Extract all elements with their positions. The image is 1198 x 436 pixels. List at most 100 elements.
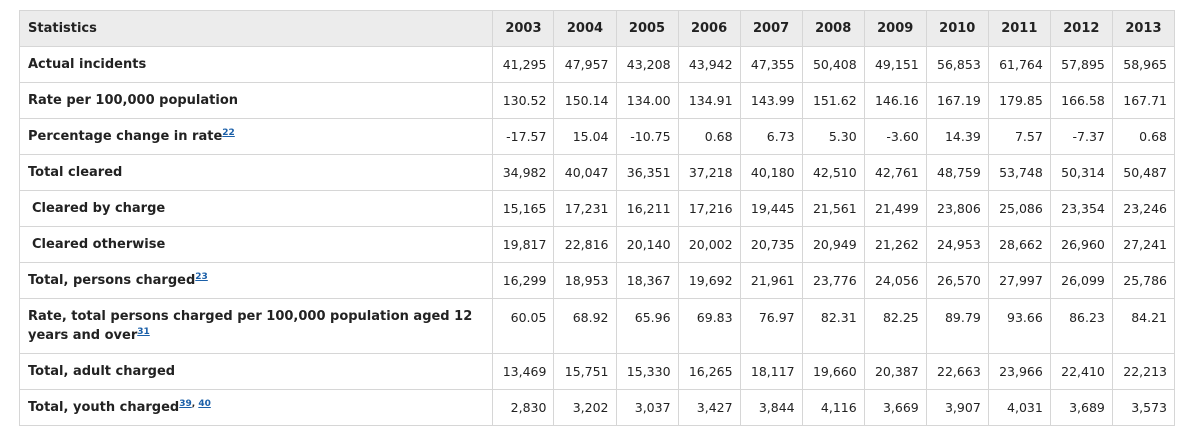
- table-cell: 57,895: [1049, 46, 1113, 83]
- column-header-year: 2012: [1049, 10, 1113, 47]
- row-label: Actual incidents: [18, 46, 494, 83]
- table-cell: 22,663: [925, 353, 989, 390]
- row-label-text: Rate, total persons charged per 100,000 …: [28, 309, 473, 343]
- header-row: Statistics 2003 2004 2005 2006 2007 2008…: [18, 10, 1176, 47]
- footnote-link[interactable]: 40: [198, 399, 211, 409]
- table-cell: 23,806: [925, 190, 989, 227]
- column-header-year: 2003: [492, 10, 555, 47]
- table-cell: -3.60: [863, 118, 927, 155]
- footnote-link[interactable]: 23: [195, 272, 208, 282]
- table-cell: 22,213: [1111, 353, 1176, 390]
- table-cell: 16,265: [677, 353, 741, 390]
- table-row: Cleared by charge 15,165 17,231 16,211 17,21…: [18, 190, 1176, 227]
- table-cell: 65.96: [615, 298, 679, 354]
- table-cell: 3,573: [1111, 389, 1176, 426]
- column-header-year: 2006: [677, 10, 741, 47]
- table-cell: 13,469: [492, 353, 555, 390]
- table-row: Total, persons charged23 16,299 18,953 18,3…: [18, 262, 1176, 299]
- table-cell: 22,410: [1049, 353, 1113, 390]
- table-row: Rate per 100,000 population 130.52 150.14 1…: [18, 82, 1176, 119]
- row-label: Rate per 100,000 population: [18, 82, 494, 119]
- table-cell: 19,692: [677, 262, 741, 299]
- statistics-table: Statistics 2003 2004 2005 2006 2007 2008…: [18, 10, 1176, 426]
- footnote-refs: 39, 40: [179, 399, 211, 409]
- row-label-text: Total, youth charged: [28, 400, 180, 415]
- table-body: Actual incidents 41,295 47,957 43,208 43,942…: [18, 46, 1176, 426]
- row-label-text: Cleared otherwise: [32, 237, 166, 252]
- table-cell: 18,367: [615, 262, 679, 299]
- table-cell: -7.37: [1049, 118, 1113, 155]
- row-label-text: Total cleared: [28, 165, 123, 180]
- table-cell: -10.75: [615, 118, 679, 155]
- table-cell: 23,246: [1111, 190, 1176, 227]
- table-cell: 19,660: [801, 353, 865, 390]
- table-cell: 23,966: [987, 353, 1051, 390]
- table-cell: 5.30: [801, 118, 865, 155]
- column-header-year: 2010: [925, 10, 989, 47]
- table-cell: 3,907: [925, 389, 989, 426]
- table-cell: 28,662: [987, 226, 1051, 263]
- column-header-year: 2005: [615, 10, 679, 47]
- footnote-link[interactable]: 39: [179, 399, 192, 409]
- row-label: Percentage change in rate22: [18, 118, 494, 155]
- table-cell: 2,830: [492, 389, 555, 426]
- table-row: Total, adult charged 13,469 15,751 15,330 16…: [18, 353, 1176, 390]
- table-cell: 47,355: [739, 46, 803, 83]
- table-cell: 40,047: [553, 154, 617, 191]
- table-cell: 3,844: [739, 389, 803, 426]
- table-cell: 3,689: [1049, 389, 1113, 426]
- row-label: Cleared by charge: [18, 190, 494, 227]
- table-cell: 134.91: [677, 82, 741, 119]
- row-label: Total, youth charged39, 40: [18, 389, 494, 426]
- column-header-year: 2007: [739, 10, 803, 47]
- table-cell: 26,570: [925, 262, 989, 299]
- row-label-text: Total, adult charged: [28, 364, 176, 379]
- table-cell: 89.79: [925, 298, 989, 354]
- table-cell: 36,351: [615, 154, 679, 191]
- footnote-refs: 31: [137, 327, 150, 337]
- column-header-year: 2011: [987, 10, 1051, 47]
- footnote-link[interactable]: 31: [137, 327, 150, 337]
- table-cell: 43,942: [677, 46, 741, 83]
- table-cell: 20,387: [863, 353, 927, 390]
- column-header-year: 2009: [863, 10, 927, 47]
- footnote-link[interactable]: 22: [222, 128, 235, 138]
- table-cell: 20,002: [677, 226, 741, 263]
- statistics-table-container: Statistics 2003 2004 2005 2006 2007 2008…: [18, 10, 1176, 426]
- table-cell: 134.00: [615, 82, 679, 119]
- table-cell: 3,037: [615, 389, 679, 426]
- table-cell: 22,816: [553, 226, 617, 263]
- table-cell: 60.05: [492, 298, 555, 354]
- table-cell: 20,949: [801, 226, 865, 263]
- table-cell: 20,735: [739, 226, 803, 263]
- row-label-text: Cleared by charge: [32, 201, 166, 216]
- table-cell: 82.31: [801, 298, 865, 354]
- table-cell: 166.58: [1049, 82, 1113, 119]
- table-cell: 24,056: [863, 262, 927, 299]
- table-cell: 82.25: [863, 298, 927, 354]
- table-cell: 179.85: [987, 82, 1051, 119]
- table-cell: 25,086: [987, 190, 1051, 227]
- column-header-statistics: Statistics: [18, 10, 494, 47]
- table-cell: 24,953: [925, 226, 989, 263]
- table-cell: 21,262: [863, 226, 927, 263]
- column-header-year: 2004: [553, 10, 617, 47]
- table-cell: 3,202: [553, 389, 617, 426]
- row-label: Cleared otherwise: [18, 226, 494, 263]
- table-cell: 143.99: [739, 82, 803, 119]
- footnote-refs: 22: [222, 128, 235, 138]
- table-cell: 23,354: [1049, 190, 1113, 227]
- table-cell: 61,764: [987, 46, 1051, 83]
- table-row: Rate, total persons charged per 100,000 …: [18, 298, 1176, 354]
- table-cell: 18,117: [739, 353, 803, 390]
- row-label: Rate, total persons charged per 100,000 …: [18, 298, 494, 354]
- table-cell: 7.57: [987, 118, 1051, 155]
- table-cell: 21,961: [739, 262, 803, 299]
- table-cell: 151.62: [801, 82, 865, 119]
- table-cell: 16,211: [615, 190, 679, 227]
- table-cell: 17,216: [677, 190, 741, 227]
- table-cell: 27,997: [987, 262, 1051, 299]
- table-cell: 15.04: [553, 118, 617, 155]
- table-cell: 42,761: [863, 154, 927, 191]
- table-cell: 26,960: [1049, 226, 1113, 263]
